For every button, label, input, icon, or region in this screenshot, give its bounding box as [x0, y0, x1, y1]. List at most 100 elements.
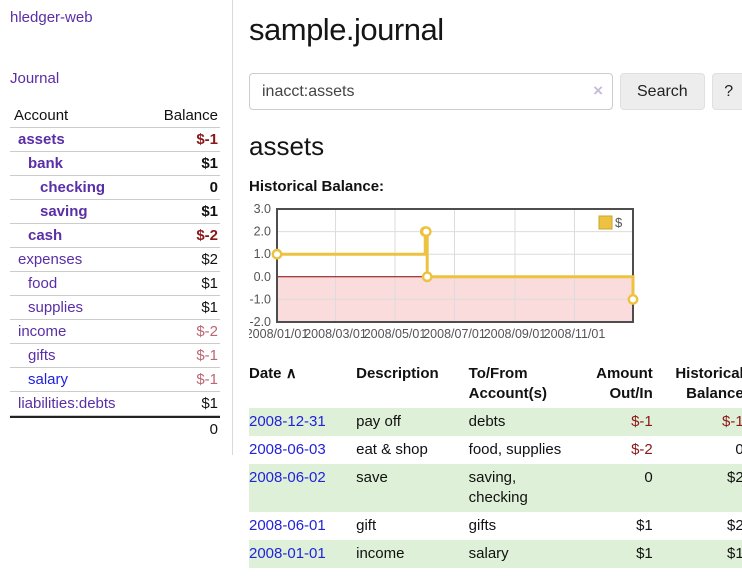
account-link-checking[interactable]: checking [40, 179, 106, 196]
register-header-accounts: To/From Account(s) [468, 365, 547, 402]
transaction-amount: $1 [636, 545, 653, 562]
account-row-checking: checking 0 [10, 176, 220, 200]
register-row: 2008-06-03 eat & shop food, supplies $-2… [249, 436, 742, 464]
svg-text:$: $ [615, 215, 623, 230]
chart-svg: $3.0 2.0 1.0 0.0 -1.0 -2.02008/01/012008/03/0… [246, 202, 639, 341]
register-header-date[interactable]: Date ∧ [249, 360, 356, 408]
page-title: sample.journal [249, 12, 444, 47]
svg-text:2008/07/01: 2008/07/01 [423, 327, 486, 341]
svg-text:2008/09/01: 2008/09/01 [484, 327, 547, 341]
account-row-food: food $1 [10, 272, 220, 296]
transaction-amount: 0 [644, 469, 653, 486]
search-input[interactable] [249, 73, 613, 110]
account-link-supplies[interactable]: supplies [28, 299, 84, 316]
transaction-balance: $-1 [722, 413, 742, 430]
account-link-saving[interactable]: saving [40, 203, 88, 220]
account-row-expenses: expenses $2 [10, 248, 220, 272]
account-link-expenses[interactable]: expenses [18, 251, 83, 268]
account-balance: $1 [201, 299, 218, 316]
app-window: hledger-web Journal Account Balance asse… [0, 0, 742, 568]
account-row-liabilities-debts: liabilities:debts $1 [10, 392, 220, 416]
register-table: Date ∧ Description To/From Account(s) Am… [249, 360, 742, 568]
account-link-salary[interactable]: salary [28, 371, 69, 388]
svg-text:3.0: 3.0 [254, 202, 271, 216]
account-balance: 0 [209, 179, 218, 196]
chart-title: Historical Balance: [249, 178, 385, 195]
transaction-accounts: food, supplies [468, 441, 562, 458]
accounts-table: Account Balance assets $-1 bank $1 check… [10, 104, 220, 441]
account-row-supplies: supplies $1 [10, 296, 220, 320]
transaction-amount: $1 [636, 517, 653, 534]
clear-search-icon[interactable]: × [593, 81, 603, 100]
transaction-balance: $2 [727, 517, 742, 534]
transaction-amount: $-1 [631, 413, 653, 430]
sidebar-item-journal[interactable]: Journal [10, 70, 60, 87]
transaction-balance: $2 [727, 469, 742, 486]
accounts-total-row: 0 [10, 416, 220, 441]
account-link-assets[interactable]: assets [18, 131, 65, 148]
account-link-liabilities-debts[interactable]: liabilities:debts [18, 395, 116, 412]
transaction-balance: $1 [727, 545, 742, 562]
register-header-amount: Amount Out/In [596, 365, 653, 402]
sort-ascending-icon: ∧ [285, 365, 297, 382]
svg-text:2.0: 2.0 [254, 225, 271, 239]
account-balance: $2 [201, 251, 218, 268]
register-header-row: Date ∧ Description To/From Account(s) Am… [249, 360, 742, 408]
account-row-saving: saving $1 [10, 200, 220, 224]
account-balance: $1 [201, 155, 218, 172]
svg-text:-2.0: -2.0 [249, 315, 271, 329]
account-row-income: income $-2 [10, 320, 220, 344]
transaction-date-link[interactable]: 2008-12-31 [249, 413, 326, 430]
sidebar: hledger-web Journal Account Balance asse… [0, 0, 233, 455]
transaction-description: save [356, 469, 388, 486]
svg-text:-1.0: -1.0 [249, 292, 271, 306]
svg-text:0.0: 0.0 [254, 270, 271, 284]
account-balance: $-1 [196, 347, 218, 364]
register-row: 2008-06-02 save saving, checking 0 $2 [249, 464, 742, 512]
account-balance: $1 [201, 395, 218, 412]
transaction-accounts: salary [468, 545, 509, 562]
account-balance: $1 [201, 275, 218, 292]
accounts-table-header: Account Balance [10, 104, 220, 128]
account-link-cash[interactable]: cash [28, 227, 63, 244]
transaction-date-link[interactable]: 2008-06-02 [249, 469, 326, 486]
account-heading: assets [249, 131, 325, 161]
app-brand-link[interactable]: hledger-web [10, 9, 93, 26]
transaction-date-link[interactable]: 2008-06-01 [249, 517, 326, 534]
account-link-bank[interactable]: bank [28, 155, 64, 172]
transaction-amount: $-2 [631, 441, 653, 458]
svg-text:2008/11/01: 2008/11/01 [544, 327, 606, 341]
account-row-bank: bank $1 [10, 152, 220, 176]
account-link-food[interactable]: food [28, 275, 58, 292]
register-header-date-label: Date [249, 365, 282, 382]
register-header-description: Description [356, 365, 439, 382]
transaction-accounts: debts [468, 413, 506, 430]
account-balance: $1 [201, 203, 218, 220]
historical-balance-chart: $3.0 2.0 1.0 0.0 -1.0 -2.0 2008/01/01 2008/03/0… [246, 201, 742, 348]
account-balance: $-1 [196, 371, 218, 388]
account-row-cash: cash $-2 [10, 224, 220, 248]
account-link-gifts[interactable]: gifts [28, 347, 56, 364]
account-row-assets: assets $-1 [10, 128, 220, 152]
transaction-date-link[interactable]: 2008-01-01 [249, 545, 326, 562]
account-row-gifts: gifts $-1 [10, 344, 220, 368]
transaction-description: gift [356, 517, 377, 534]
svg-text:2008/01/01: 2008/01/01 [249, 327, 308, 341]
transaction-description: income [356, 545, 405, 562]
transaction-accounts: saving, checking [468, 469, 528, 506]
account-row-salary: salary $-1 [10, 368, 220, 392]
search-button[interactable]: Search [620, 73, 705, 110]
transaction-accounts: gifts [468, 517, 497, 534]
svg-text:2008/03/01: 2008/03/01 [304, 327, 367, 341]
register-row: 2008-12-31 pay off debts $-1 $-1 [249, 408, 742, 436]
account-link-income[interactable]: income [18, 323, 67, 340]
accounts-header-balance: Balance [163, 107, 218, 124]
transaction-date-link[interactable]: 2008-06-03 [249, 441, 326, 458]
transaction-description: eat & shop [356, 441, 428, 458]
help-button[interactable]: ? [711, 73, 742, 110]
accounts-header-account: Account [14, 107, 69, 124]
transaction-balance: 0 [735, 441, 742, 458]
transaction-description: pay off [356, 413, 401, 430]
svg-text:2008/05/01: 2008/05/01 [364, 327, 427, 341]
search-bar: × Search ? [249, 73, 742, 110]
